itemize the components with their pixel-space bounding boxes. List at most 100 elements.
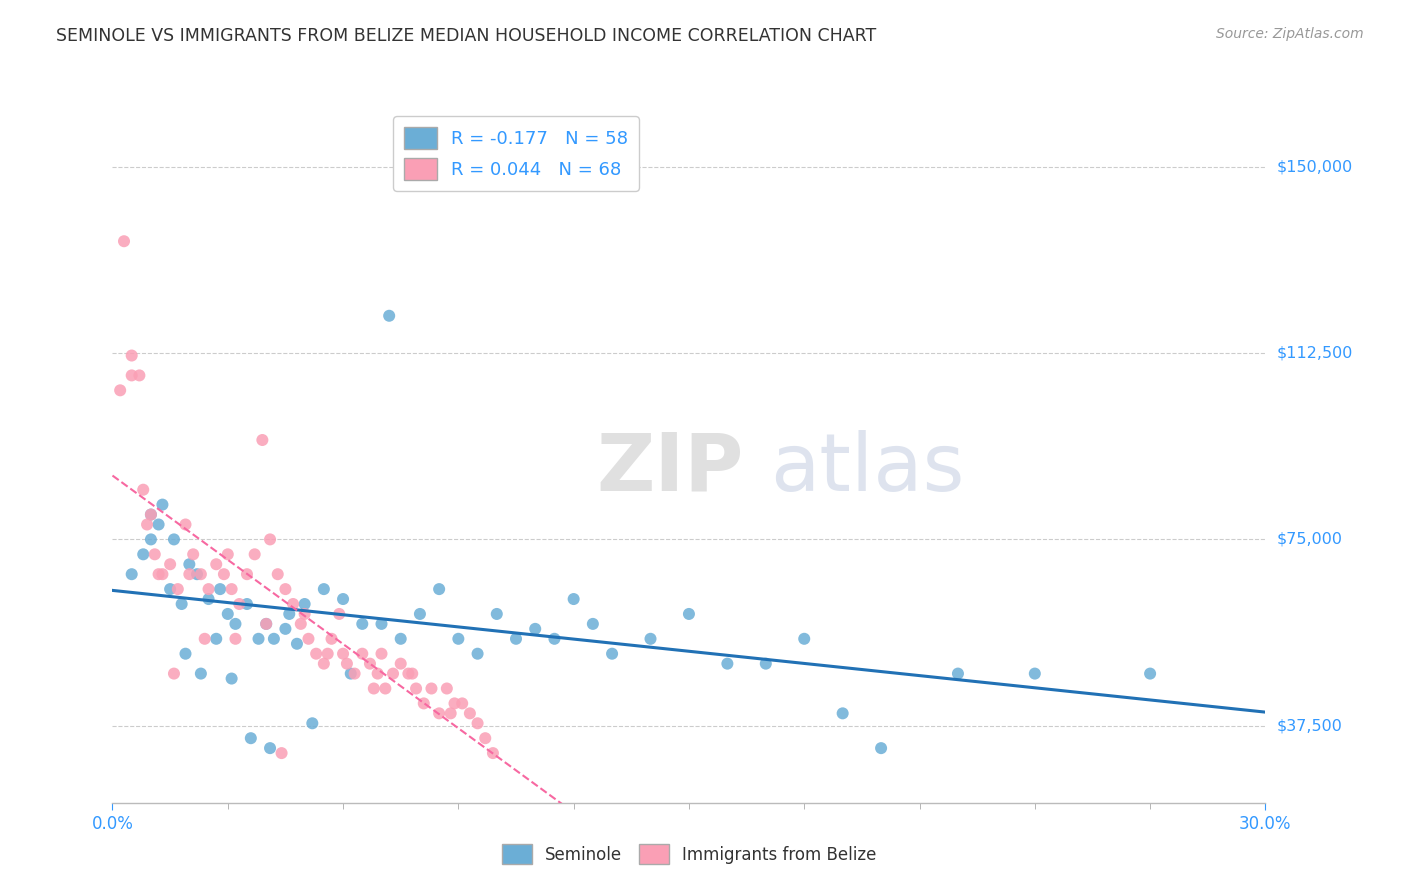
Point — [163, 533, 186, 547]
Point — [321, 632, 343, 646]
Point — [440, 706, 463, 721]
Point — [336, 657, 359, 671]
Point — [121, 368, 143, 383]
Point — [458, 706, 481, 721]
Point — [600, 647, 623, 661]
Point — [328, 607, 350, 621]
Point — [121, 567, 143, 582]
Point — [505, 632, 527, 646]
Point — [352, 616, 374, 631]
Point — [405, 681, 427, 696]
Point — [221, 582, 243, 596]
Point — [243, 547, 266, 561]
Point — [474, 731, 496, 746]
Point — [297, 632, 319, 646]
Point — [108, 384, 131, 398]
Point — [197, 582, 219, 596]
Point — [139, 508, 162, 522]
Point — [267, 567, 290, 582]
Point — [312, 657, 335, 671]
Point — [396, 666, 419, 681]
Point — [212, 567, 235, 582]
Point — [197, 592, 219, 607]
Point — [716, 657, 738, 671]
Text: $75,000: $75,000 — [1277, 532, 1343, 547]
Point — [236, 567, 259, 582]
Point — [467, 716, 489, 731]
Text: SEMINOLE VS IMMIGRANTS FROM BELIZE MEDIAN HOUSEHOLD INCOME CORRELATION CHART: SEMINOLE VS IMMIGRANTS FROM BELIZE MEDIA… — [56, 27, 876, 45]
Point — [332, 647, 354, 661]
Point — [290, 616, 312, 631]
Point — [190, 666, 212, 681]
Point — [228, 597, 250, 611]
Text: Source: ZipAtlas.com: Source: ZipAtlas.com — [1216, 27, 1364, 41]
Point — [281, 597, 304, 611]
Point — [148, 567, 170, 582]
Point — [132, 483, 155, 497]
Point — [447, 632, 470, 646]
Point — [378, 309, 401, 323]
Point — [143, 547, 166, 561]
Point — [121, 349, 143, 363]
Point — [209, 582, 232, 596]
Point — [186, 567, 208, 582]
Point — [205, 558, 228, 572]
Point — [139, 533, 162, 547]
Point — [139, 508, 162, 522]
Point — [259, 741, 281, 756]
Point — [301, 716, 323, 731]
Point — [148, 517, 170, 532]
Point — [274, 622, 297, 636]
Point — [152, 498, 174, 512]
Point — [254, 616, 277, 631]
Point — [194, 632, 217, 646]
Point — [163, 666, 186, 681]
Point — [420, 681, 443, 696]
Point — [252, 433, 274, 447]
Point — [112, 234, 135, 248]
Point — [343, 666, 366, 681]
Point — [482, 746, 505, 760]
Point — [755, 657, 778, 671]
Point — [217, 547, 239, 561]
Point — [278, 607, 301, 621]
Point — [467, 647, 489, 661]
Point — [427, 706, 450, 721]
Point — [485, 607, 508, 621]
Point — [831, 706, 853, 721]
Point — [152, 567, 174, 582]
Text: atlas: atlas — [769, 430, 965, 508]
Point — [294, 607, 316, 621]
Point — [239, 731, 262, 746]
Point — [285, 637, 308, 651]
Point — [270, 746, 292, 760]
Point — [159, 558, 181, 572]
Point — [946, 666, 969, 681]
Point — [352, 647, 374, 661]
Point — [374, 681, 396, 696]
Point — [179, 558, 201, 572]
Point — [190, 567, 212, 582]
Point — [367, 666, 389, 681]
Point — [389, 657, 412, 671]
Point — [259, 533, 281, 547]
Point — [412, 697, 434, 711]
Point — [159, 582, 181, 596]
Point — [170, 597, 193, 611]
Point — [128, 368, 150, 383]
Point — [132, 547, 155, 561]
Point — [236, 597, 259, 611]
Text: $150,000: $150,000 — [1277, 159, 1353, 174]
Point — [1139, 666, 1161, 681]
Point — [370, 647, 392, 661]
Point — [224, 616, 246, 631]
Point — [524, 622, 547, 636]
Legend: Seminole, Immigrants from Belize: Seminole, Immigrants from Belize — [495, 838, 883, 871]
Point — [370, 616, 392, 631]
Point — [247, 632, 270, 646]
Point — [274, 582, 297, 596]
Point — [427, 582, 450, 596]
Point — [339, 666, 361, 681]
Point — [136, 517, 159, 532]
Point — [305, 647, 328, 661]
